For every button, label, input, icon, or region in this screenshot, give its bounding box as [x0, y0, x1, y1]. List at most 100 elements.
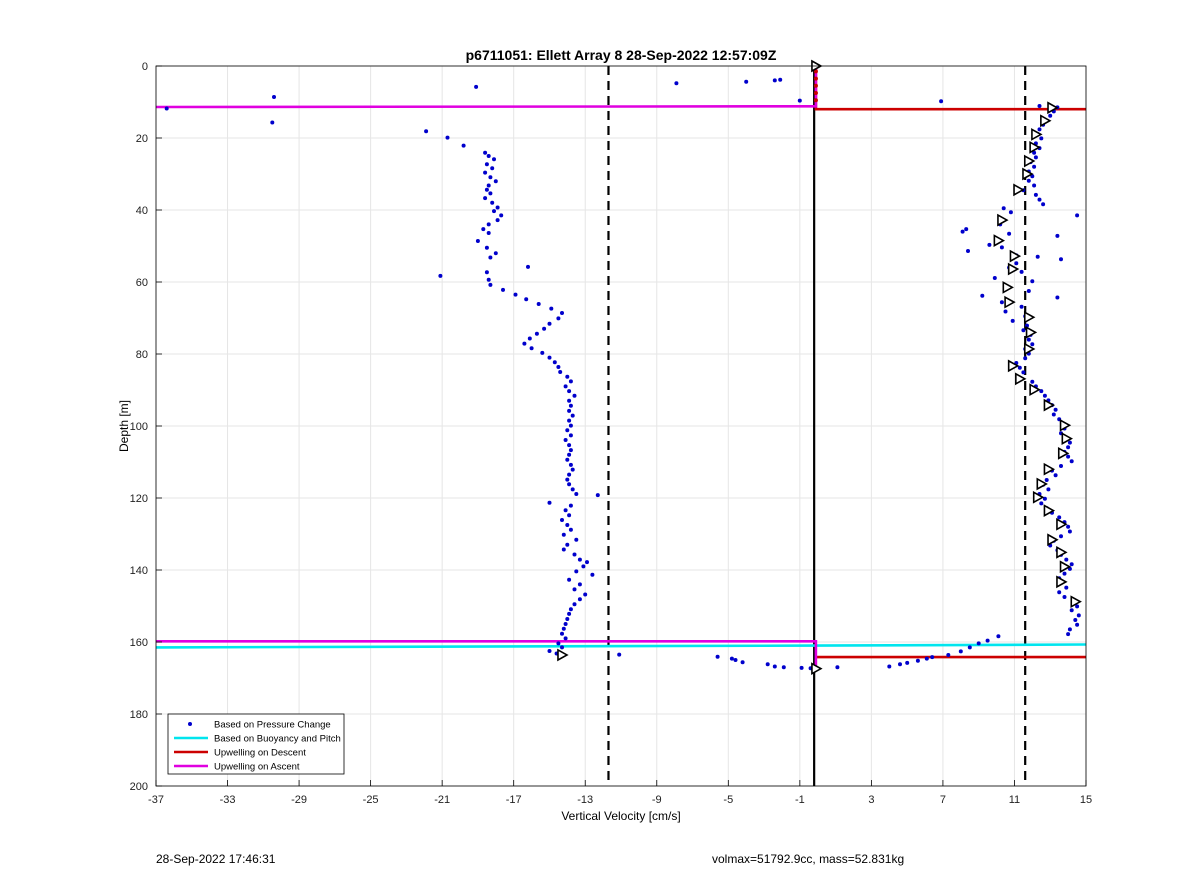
pressure-data-point	[1010, 318, 1015, 323]
pressure-data-point	[164, 106, 169, 111]
pressure-data-point	[996, 634, 1001, 639]
pressure-data-point	[565, 542, 570, 547]
pressure-data-point	[1026, 178, 1031, 183]
pressure-data-point	[270, 120, 275, 125]
pressure-data-point	[1032, 164, 1037, 169]
pressure-data-point	[1064, 557, 1069, 562]
pressure-data-point	[1001, 206, 1006, 211]
pressure-data-point	[501, 287, 505, 292]
pressure-data-point	[570, 413, 575, 418]
x-tick-label: -25	[363, 794, 379, 806]
pressure-data-point	[568, 423, 573, 428]
pressure-data-point	[549, 306, 554, 311]
pressure-data-point	[484, 270, 489, 275]
pressure-data-point	[565, 457, 570, 462]
pressure-data-point	[567, 452, 572, 457]
pressure-data-point	[561, 532, 566, 537]
pressure-data-point	[1033, 192, 1038, 197]
triangle-marker	[1036, 477, 1048, 491]
x-tick-label: -21	[434, 794, 450, 806]
zero-line-marker	[813, 69, 818, 74]
pressure-data-point	[1051, 412, 1056, 417]
pressure-data-point	[581, 564, 586, 569]
pressure-data-point	[568, 448, 573, 453]
pressure-data-point	[563, 438, 568, 442]
triangle-marker	[557, 648, 569, 662]
x-axis-label: Vertical Velocity [cm/s]	[561, 809, 680, 823]
pressure-data-point	[527, 336, 532, 341]
pressure-data-point	[887, 664, 892, 669]
pressure-data-point	[490, 166, 495, 171]
pressure-data-point	[1073, 618, 1078, 622]
pressure-data-point	[999, 245, 1004, 250]
pressure-data-point	[572, 552, 577, 557]
triangle-marker	[1022, 167, 1034, 181]
pressure-data-point	[488, 175, 493, 180]
pressure-data-point	[563, 622, 568, 626]
legend-swatch-dot	[188, 722, 192, 726]
pressure-data-point	[492, 157, 496, 162]
pressure-data-point	[1037, 197, 1042, 202]
footer-timestamp: 28-Sep-2022 17:46:31	[156, 852, 276, 866]
pressure-data-point	[486, 231, 491, 235]
triangle-marker	[1056, 546, 1068, 559]
triangle-marker	[1023, 342, 1036, 356]
pressure-data-point	[1066, 632, 1071, 637]
triangle-marker	[1031, 128, 1043, 141]
pressure-data-point	[561, 547, 566, 552]
pressure-data-point	[547, 355, 552, 360]
pressure-data-point	[563, 636, 568, 641]
pressure-data-point	[1057, 515, 1062, 520]
triangle-marker	[1059, 560, 1072, 574]
x-tick-label: -1	[795, 794, 805, 806]
y-tick-label: 120	[130, 493, 148, 505]
x-tick-label: -29	[291, 794, 307, 806]
triangle-marker	[997, 213, 1009, 227]
legend-items: Based on Pressure Change Based on Buoyanc…	[174, 720, 341, 773]
triangle-marker	[993, 234, 1006, 247]
pressure-data-point	[987, 242, 992, 247]
triangle-marker	[1025, 326, 1038, 339]
pressure-data-point	[595, 493, 600, 498]
pressure-data-point	[992, 276, 997, 280]
pressure-data-point	[765, 662, 770, 667]
pressure-data-point	[574, 537, 579, 542]
pressure-data-point	[1030, 342, 1035, 347]
pressure-data-point	[835, 665, 840, 670]
pressure-data-point	[715, 654, 720, 659]
pressure-data-point	[488, 282, 493, 287]
y-tick-label: 20	[136, 133, 148, 145]
pressure-data-point	[568, 503, 573, 508]
pressure-data-point	[484, 245, 489, 250]
pressure-data-point	[568, 379, 573, 384]
x-tick-label: -37	[148, 794, 164, 806]
pressure-data-point	[733, 658, 738, 662]
pressure-data-point	[572, 393, 577, 398]
triangle-marker	[1009, 249, 1022, 263]
pressure-data-point	[1019, 269, 1024, 274]
triangle-marker	[1023, 154, 1036, 168]
pressure-data-point	[1042, 393, 1047, 398]
pressure-data-point	[1059, 464, 1063, 468]
pressure-data-point	[572, 587, 577, 592]
x-tick-label: 11	[1009, 794, 1020, 806]
pressure-data-point	[1007, 231, 1012, 236]
pressure-data-point	[1069, 608, 1074, 613]
pressure-data-point	[567, 472, 572, 477]
pressure-data-point	[1041, 202, 1046, 207]
pressure-data-point	[1069, 459, 1074, 464]
triangle-marker	[1015, 372, 1027, 386]
pressure-data-point	[272, 95, 276, 99]
pressure-data-point	[524, 297, 529, 302]
pressure-data-point	[1042, 496, 1047, 501]
pressure-data-point	[781, 665, 786, 670]
legend-label: Based on Buoyancy and Pitch	[214, 734, 341, 745]
pressure-data-point	[567, 389, 572, 394]
triangle-marker	[1007, 359, 1020, 373]
pressure-data-point	[486, 277, 491, 282]
pressure-data-point	[568, 527, 573, 532]
pressure-data-point	[1067, 627, 1072, 632]
pressure-data-point	[999, 300, 1004, 305]
pressure-data-point	[483, 170, 488, 175]
